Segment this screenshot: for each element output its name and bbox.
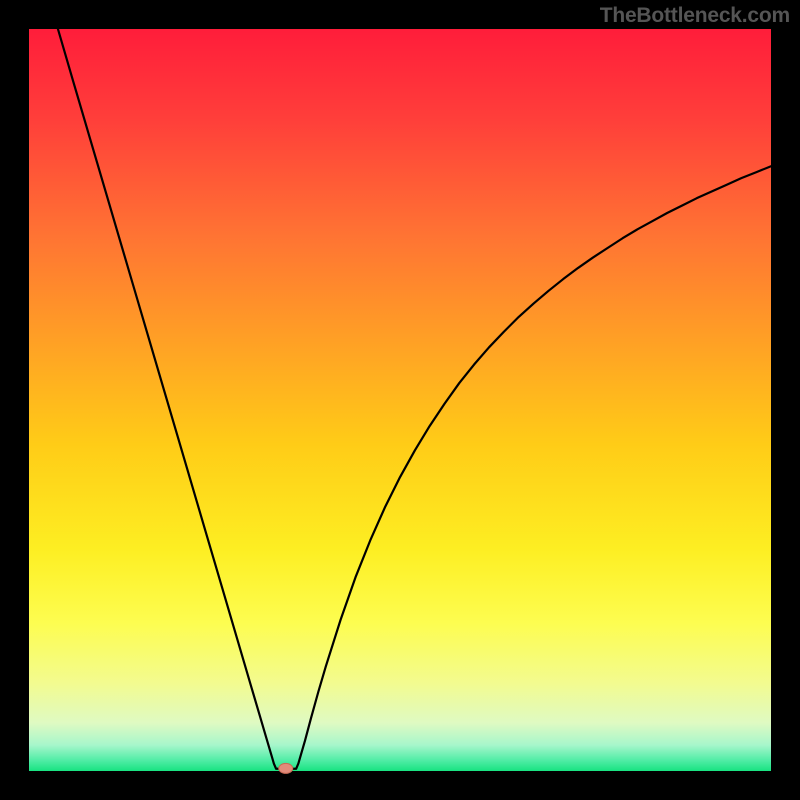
watermark-text: TheBottleneck.com (600, 4, 790, 28)
plot-background (29, 29, 771, 771)
chart-svg (0, 0, 800, 800)
chart-container: TheBottleneck.com (0, 0, 800, 800)
minimum-marker (279, 763, 293, 773)
